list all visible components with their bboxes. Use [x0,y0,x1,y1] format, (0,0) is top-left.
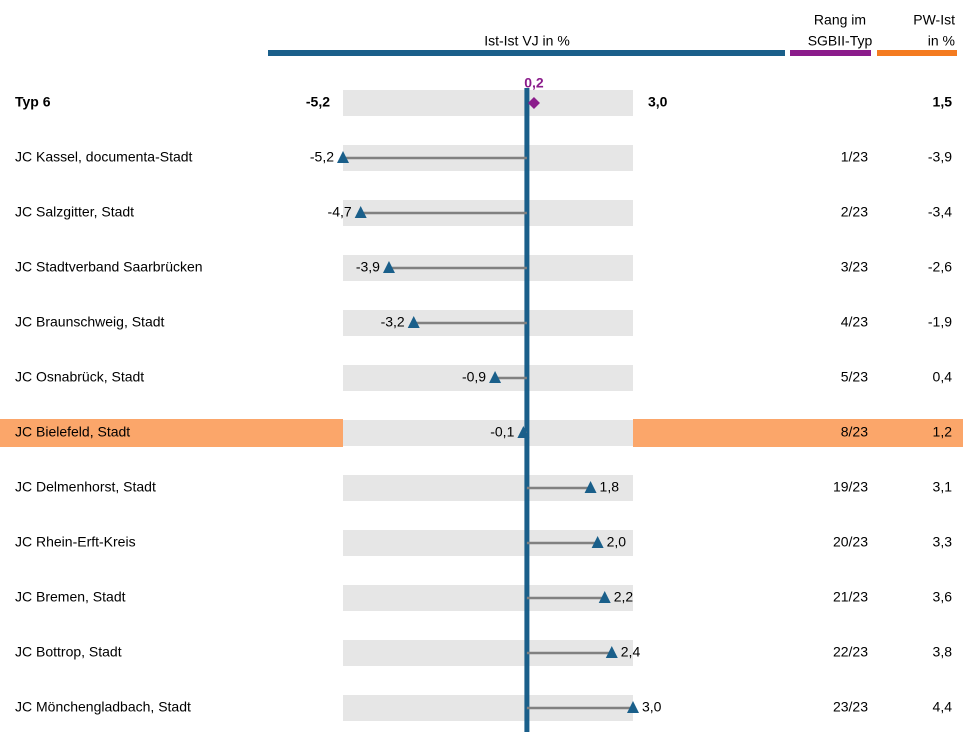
rank: 5/23 [841,369,868,385]
marker [337,151,349,163]
rank: 8/23 [841,424,868,440]
row-label: JC Bremen, Stadt [15,589,126,605]
summary-max: 3,0 [648,94,668,110]
value-label: 3,0 [642,699,662,715]
marker [584,481,597,493]
summary-pw: 1,5 [933,94,953,110]
pw-value: 0,4 [933,369,953,385]
highlight-band [633,419,963,447]
marker [627,701,639,713]
mean-label: 0,2 [524,75,544,91]
rank: 3/23 [841,259,868,275]
highlight-band [0,419,343,447]
value-label: -5,2 [310,149,334,165]
marker [489,371,502,383]
band [343,420,633,446]
value-label: 2,4 [621,644,641,660]
band [343,365,633,391]
rank: 4/23 [841,314,868,330]
row-label: JC Stadtverband Saarbrücken [15,259,203,275]
value-label: -3,9 [356,259,380,275]
pw-value: 3,6 [933,589,953,605]
band [343,90,633,116]
value-label: 1,8 [600,479,620,495]
summary-min: -5,2 [306,94,330,110]
mean-marker [527,97,540,109]
marker [517,426,530,438]
column-title: PW-Ist [913,12,955,28]
rank: 21/23 [833,589,868,605]
rank: 2/23 [841,204,868,220]
pw-value: 1,2 [933,424,953,440]
value-label: -4,7 [328,204,352,220]
rank: 1/23 [841,149,868,165]
marker [382,261,395,273]
row-label: JC Osnabrück, Stadt [15,369,144,385]
marker [407,316,420,328]
rank: 22/23 [833,644,868,660]
marker [354,206,367,218]
rank: 20/23 [833,534,868,550]
summary-label: Typ 6 [15,94,51,110]
column-title: SGBII-Typ [808,33,873,49]
row-label: JC Bielefeld, Stadt [15,424,130,440]
header-bar [877,50,957,56]
pw-value: -1,9 [928,314,952,330]
value-label: -0,9 [462,369,486,385]
value-label: 2,0 [607,534,627,550]
pw-value: 3,8 [933,644,953,660]
pw-value: 3,1 [933,479,953,495]
row-label: JC Kassel, documenta-Stadt [15,149,193,165]
pw-value: -2,6 [928,259,952,275]
pw-value: 4,4 [933,699,953,715]
row-label: JC Rhein-Erft-Kreis [15,534,136,550]
column-title: Rang im [814,12,866,28]
rank: 23/23 [833,699,868,715]
row-label: JC Braunschweig, Stadt [15,314,165,330]
value-label: -3,2 [381,314,405,330]
row-label: JC Delmenhorst, Stadt [15,479,156,495]
column-title: Ist-Ist VJ in % [484,33,570,49]
value-label: 2,2 [614,589,634,605]
marker [598,591,611,603]
row-label: JC Bottrop, Stadt [15,644,122,660]
rank: 19/23 [833,479,868,495]
header-bar [268,50,785,56]
pw-value: 3,3 [933,534,953,550]
value-label: -0,1 [490,424,514,440]
row-label: JC Salzgitter, Stadt [15,204,134,220]
pw-value: -3,9 [928,149,952,165]
header-bar [790,50,871,56]
pw-value: -3,4 [928,204,952,220]
marker [591,536,604,548]
row-label: JC Mönchengladbach, Stadt [15,699,191,715]
column-title: in % [928,33,955,49]
marker [605,646,618,658]
